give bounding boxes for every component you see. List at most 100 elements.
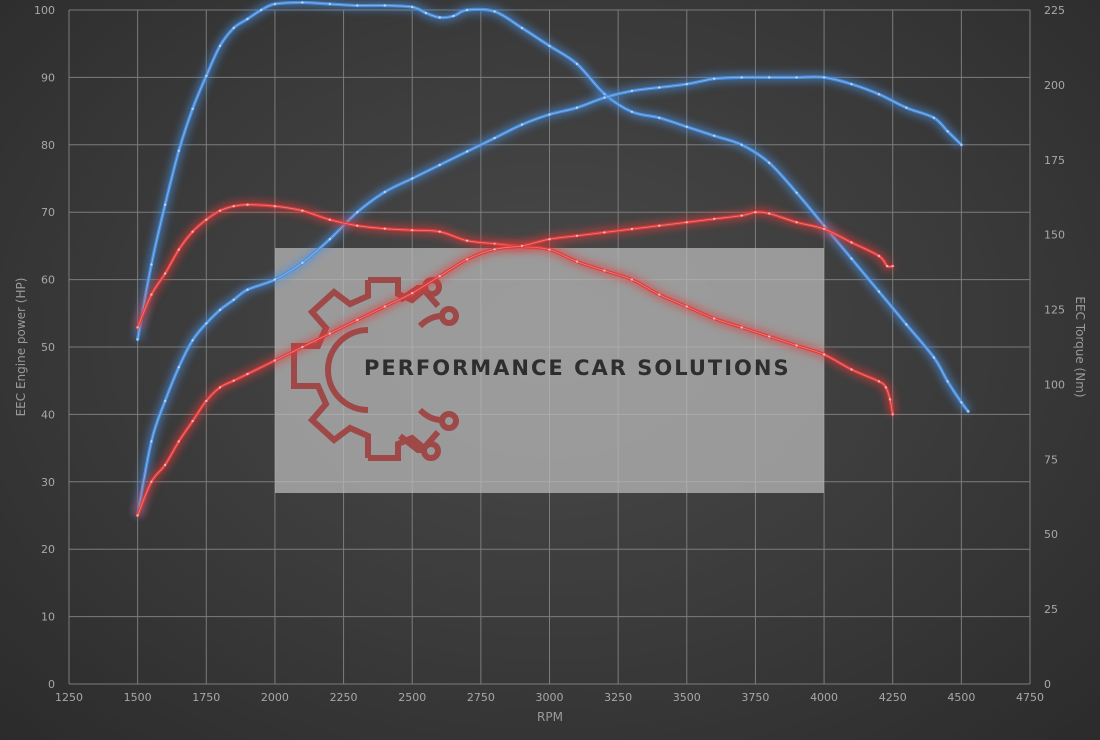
data-point: [740, 143, 743, 146]
series-2: [133, 200, 898, 416]
data-point: [356, 224, 359, 227]
left-y-tick-label: 100: [34, 4, 55, 17]
watermark: PERFORMANCE CAR SOLUTIONS: [275, 248, 824, 493]
data-point: [713, 217, 716, 221]
data-point: [740, 76, 743, 79]
data-point: [603, 269, 606, 272]
right-y-tick-label: 50: [1044, 528, 1058, 541]
data-point: [301, 261, 304, 264]
data-point: [658, 224, 661, 227]
x-tick-label: 1250: [55, 691, 83, 704]
data-point: [452, 14, 455, 18]
data-point: [273, 205, 277, 208]
data-point: [163, 272, 167, 275]
data-point: [630, 227, 634, 231]
data-point: [246, 203, 249, 206]
data-point: [205, 74, 208, 78]
x-tick-label: 2750: [467, 691, 495, 704]
data-point: [658, 293, 661, 296]
data-point: [438, 16, 441, 19]
left-y-tick-label: 30: [41, 476, 55, 489]
series-0: [133, 0, 972, 415]
data-point: [273, 278, 277, 281]
data-point: [136, 338, 139, 341]
x-tick-label: 3500: [673, 691, 701, 704]
series-3: [133, 207, 895, 518]
data-point: [888, 398, 892, 401]
data-point: [424, 11, 428, 15]
data-point: [884, 386, 888, 389]
right-y-tick-label: 100: [1044, 378, 1065, 391]
data-point: [328, 332, 331, 335]
data-point: [465, 239, 469, 242]
data-point: [177, 149, 180, 152]
right-axis-tick-labels: 0 25 50 75 100 125 150 175 200 225: [1044, 4, 1065, 691]
data-point: [191, 419, 194, 423]
data-point: [246, 372, 249, 376]
data-point: [685, 125, 688, 128]
data-point: [575, 106, 579, 109]
data-point: [411, 291, 414, 295]
data-point: [177, 366, 180, 369]
data-point: [548, 238, 551, 241]
data-point: [685, 221, 688, 224]
data-point: [960, 401, 963, 404]
data-point: [740, 326, 743, 329]
x-axis-title: RPM: [537, 710, 563, 724]
data-point: [465, 150, 469, 153]
data-point: [891, 413, 894, 416]
left-y-tick-label: 60: [41, 274, 55, 287]
data-point: [630, 89, 634, 93]
x-tick-label: 2500: [398, 691, 426, 704]
data-point: [232, 26, 235, 30]
x-axis-tick-labels: 1250 1500 1750 2000 2250 2500 2750 3000 3250 3500…: [55, 691, 1044, 704]
data-point: [795, 76, 798, 79]
data-point: [575, 260, 579, 263]
left-axis-tick-labels: 0 10 20 30 40 50 60 70 80 90 100: [34, 4, 55, 691]
left-y-tick-label: 10: [41, 611, 55, 624]
right-y-tick-label: 25: [1044, 603, 1058, 616]
data-point: [946, 380, 949, 383]
data-point: [328, 2, 331, 6]
data-point: [877, 93, 881, 96]
x-tick-label: 3000: [536, 691, 564, 704]
data-point: [465, 258, 469, 261]
data-point: [356, 318, 359, 322]
data-point: [493, 136, 496, 140]
watermark-text: PERFORMANCE CAR SOLUTIONS: [364, 356, 791, 380]
data-point: [713, 134, 716, 137]
data-point: [493, 248, 496, 251]
data-point: [260, 8, 263, 12]
left-y-tick-label: 90: [41, 71, 55, 84]
data-point: [411, 5, 414, 9]
data-point: [328, 238, 331, 241]
data-point: [603, 96, 606, 99]
right-y-tick-label: 225: [1044, 4, 1065, 17]
data-point: [163, 203, 167, 206]
data-point: [246, 288, 249, 291]
data-point: [301, 345, 304, 349]
data-point: [191, 107, 194, 111]
data-point: [905, 106, 908, 109]
data-point: [246, 17, 249, 21]
data-point: [301, 209, 304, 212]
data-point: [218, 308, 222, 312]
data-point: [383, 190, 386, 194]
data-point: [850, 257, 853, 260]
series-1: [133, 72, 965, 518]
right-axis-title: EEC Torque (Nm): [1073, 296, 1087, 397]
data-point: [383, 227, 386, 230]
data-point: [150, 440, 153, 443]
data-point: [685, 305, 688, 308]
data-point: [658, 116, 661, 120]
data-point: [877, 380, 881, 383]
series-layer: [133, 0, 972, 518]
data-point: [795, 344, 798, 347]
data-point: [177, 440, 180, 443]
data-point: [795, 221, 798, 224]
data-point: [438, 275, 441, 278]
data-point: [493, 242, 496, 245]
data-point: [205, 218, 208, 221]
left-y-tick-label: 20: [41, 543, 55, 556]
data-point: [163, 463, 167, 467]
